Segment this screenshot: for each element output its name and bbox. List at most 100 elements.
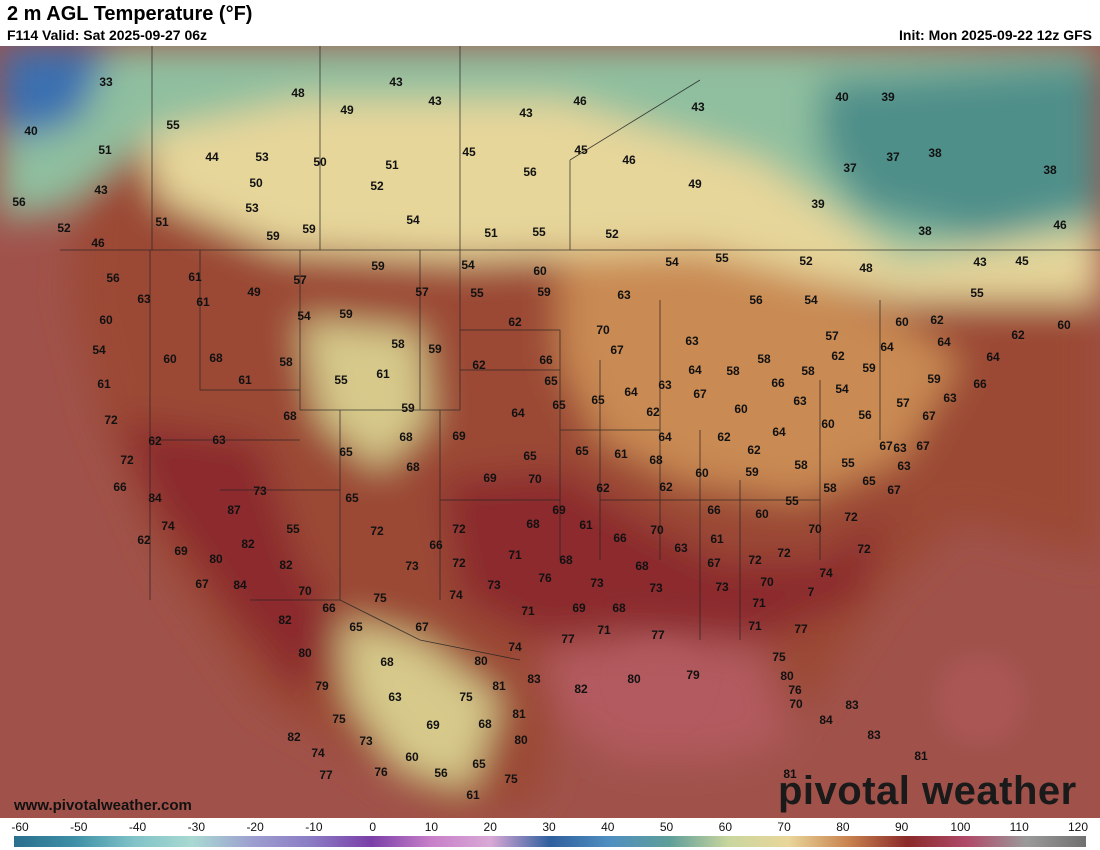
temp-label: 55 <box>841 456 855 470</box>
temp-label: 51 <box>155 215 169 229</box>
temp-label: 60 <box>734 402 748 416</box>
temp-label: 38 <box>1043 163 1057 177</box>
scale-tick-label: 0 <box>369 820 376 834</box>
temp-label: 77 <box>651 628 665 642</box>
temp-label: 64 <box>937 335 951 349</box>
scale-tick-label: 10 <box>424 820 439 834</box>
temp-label: 81 <box>914 749 928 763</box>
temp-label: 60 <box>533 264 547 278</box>
temp-label: 68 <box>209 351 223 365</box>
temp-label: 67 <box>916 439 930 453</box>
temp-label: 56 <box>858 408 872 422</box>
temp-label: 49 <box>688 177 702 191</box>
temp-label: 61 <box>579 518 593 532</box>
arctic-zone <box>0 46 110 140</box>
temp-label: 65 <box>591 393 605 407</box>
southwest-hot-zone <box>120 420 340 700</box>
temp-label: 56 <box>434 766 448 780</box>
scale-tick-label: -30 <box>187 820 205 834</box>
header: 2 m AGL Temperature (°F) F114 Valid: Sat… <box>0 0 1100 46</box>
temp-label: 83 <box>845 698 859 712</box>
scale-tick-label: 30 <box>542 820 556 834</box>
temp-label: 58 <box>757 352 771 366</box>
temp-label: 60 <box>821 417 835 431</box>
temp-label: 81 <box>512 707 526 721</box>
temp-label: 63 <box>658 378 672 392</box>
temp-label: 84 <box>233 578 247 592</box>
scale-tick-label: 120 <box>1067 820 1089 834</box>
temp-label: 75 <box>459 690 473 704</box>
temp-label: 54 <box>665 255 679 269</box>
temp-label: 48 <box>291 86 305 100</box>
scale-tick-label: 40 <box>601 820 615 834</box>
temp-label: 62 <box>646 405 660 419</box>
temp-label: 43 <box>973 255 987 269</box>
temp-label: 54 <box>406 213 420 227</box>
temp-label: 71 <box>508 548 522 562</box>
temp-label: 72 <box>452 522 466 536</box>
temp-label: 67 <box>693 387 707 401</box>
temp-label: 66 <box>113 480 127 494</box>
temp-label: 68 <box>380 655 394 669</box>
temp-label: 80 <box>780 669 794 683</box>
temp-label: 70 <box>596 323 610 337</box>
site-url[interactable]: www.pivotalweather.com <box>14 797 192 814</box>
scale-tick-label: 60 <box>718 820 733 834</box>
temp-label: 62 <box>137 533 151 547</box>
temp-label: 58 <box>801 364 815 378</box>
temp-label: 51 <box>484 226 498 240</box>
temp-label: 61 <box>97 377 111 391</box>
temp-label: 62 <box>1011 328 1025 342</box>
temp-label: 49 <box>340 103 354 117</box>
temp-label: 71 <box>597 623 611 637</box>
temp-label: 62 <box>659 480 673 494</box>
temp-label: 68 <box>559 553 573 567</box>
temp-label: 58 <box>794 458 808 472</box>
temp-label: 64 <box>624 385 638 399</box>
temp-label: 72 <box>844 510 858 524</box>
temperature-map[interactable]: 33 40 55 48 49 43 43 46 43 43 40 39 51 44 53 50 51 45 45 46… <box>0 46 1100 818</box>
temp-label: 73 <box>715 580 729 594</box>
scale-tick-label: -40 <box>128 820 147 834</box>
temp-label: 72 <box>452 556 466 570</box>
temp-label: 43 <box>389 75 403 89</box>
scale-tick-label: 100 <box>950 820 971 834</box>
temp-label: 59 <box>537 285 551 299</box>
temp-label: 61 <box>710 532 724 546</box>
temp-label: 43 <box>519 106 533 120</box>
temp-label: 68 <box>526 517 540 531</box>
temp-label: 69 <box>174 544 188 558</box>
temp-label: 55 <box>166 118 180 132</box>
temp-label: 63 <box>137 292 151 306</box>
temp-label: 66 <box>707 503 721 517</box>
temp-label: 59 <box>401 401 415 415</box>
temp-label: 64 <box>772 425 786 439</box>
scale-tick-label: 20 <box>483 820 497 834</box>
temp-label: 70 <box>808 522 822 536</box>
temp-label: 65 <box>544 374 558 388</box>
temp-label: 80 <box>298 646 312 660</box>
temp-label: 67 <box>707 556 721 570</box>
temp-label: 59 <box>371 259 385 273</box>
temp-label: 79 <box>315 679 329 693</box>
temp-label: 87 <box>227 503 241 517</box>
temp-label: 56 <box>106 271 120 285</box>
temp-label: 73 <box>405 559 419 573</box>
scale-tick-label: 50 <box>659 820 674 834</box>
temp-label: 64 <box>658 430 672 444</box>
temp-label: 74 <box>508 640 522 654</box>
temp-label: 33 <box>99 75 113 89</box>
cool-zone <box>120 60 1100 300</box>
temp-label: 72 <box>104 413 118 427</box>
temp-label: 76 <box>374 765 388 779</box>
temp-label: 61 <box>196 295 210 309</box>
map-title: 2 m AGL Temperature (°F) <box>7 3 253 25</box>
temp-label: 43 <box>94 183 108 197</box>
temp-label: 68 <box>635 559 649 573</box>
temp-label: 60 <box>695 466 709 480</box>
temp-label: 55 <box>470 286 484 300</box>
temp-label: 58 <box>391 337 405 351</box>
temp-label: 63 <box>893 441 907 455</box>
temp-label: 75 <box>373 591 387 605</box>
temp-label: 68 <box>612 601 626 615</box>
